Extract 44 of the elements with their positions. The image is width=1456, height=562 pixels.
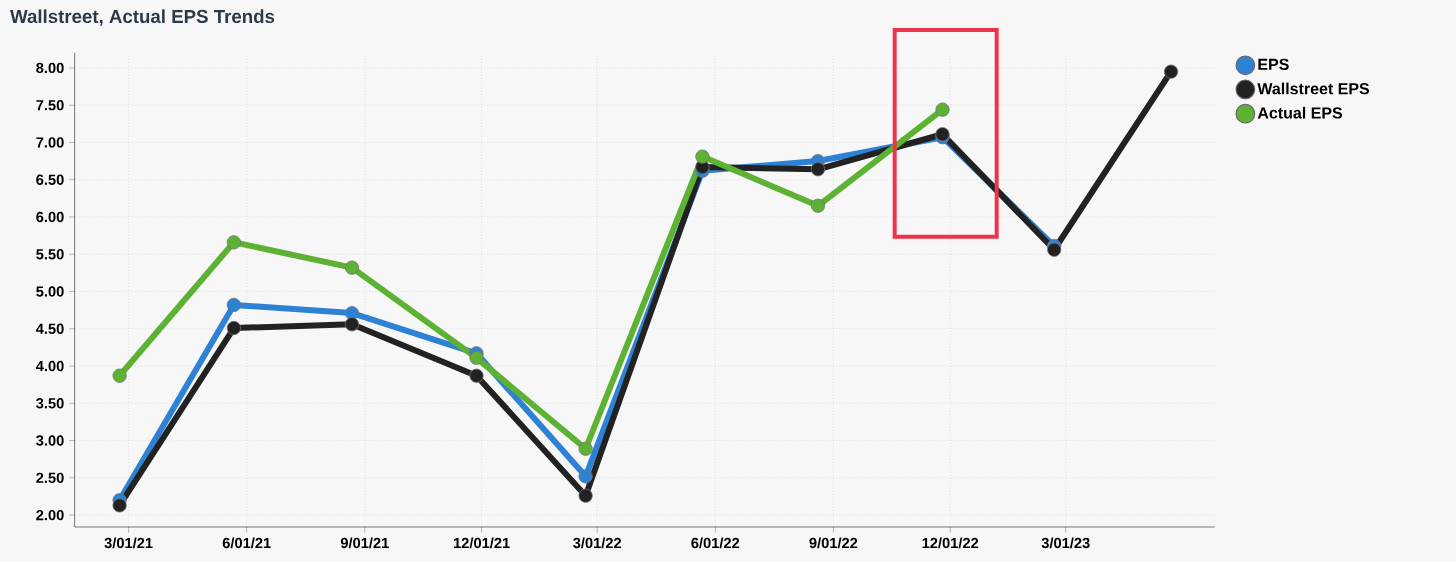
point — [1163, 64, 1179, 79]
point — [695, 149, 710, 164]
x-tick-label: 6/01/22 — [691, 537, 740, 549]
x-tick-label: 3/01/22 — [573, 537, 622, 549]
point — [344, 317, 360, 332]
y-tick-label: 5.50 — [36, 249, 64, 260]
x-tick-label: 3/01/21 — [104, 537, 153, 549]
y-tick-label: 5.00 — [36, 286, 64, 297]
point — [469, 350, 484, 365]
point — [226, 320, 241, 336]
point — [1047, 242, 1062, 257]
y-tick-label: 4.50 — [35, 323, 64, 334]
y-tick-label: 6.00 — [36, 211, 64, 223]
point — [810, 162, 826, 177]
point — [226, 235, 241, 250]
x-tick-label: 9/01/21 — [340, 537, 389, 549]
y-tick-label: 8.00 — [36, 62, 64, 74]
point — [578, 469, 593, 484]
legend-label: Actual EPS — [1257, 106, 1343, 119]
y-tick-label: 3.00 — [36, 435, 64, 446]
point — [112, 498, 127, 513]
y-tick-label: 4.00 — [35, 360, 64, 372]
x-tick-label: 3/01/23 — [1041, 537, 1090, 549]
x-tick-label: 9/01/22 — [809, 537, 858, 549]
legend-label: EPS — [1258, 58, 1289, 70]
point — [810, 198, 826, 213]
chart-title: Wallstreet, Actual EPS Trends — [10, 9, 275, 26]
y-tick-label: 2.00 — [36, 509, 64, 521]
y-tick-label: 2.50 — [36, 472, 64, 484]
x-tick-label: 12/01/21 — [454, 537, 510, 549]
x-tick-label: 12/01/22 — [922, 537, 979, 549]
legend-label: Wallstreet EPS — [1257, 82, 1370, 95]
point — [469, 368, 484, 383]
point — [226, 297, 241, 312]
y-tick-label: 6.50 — [36, 174, 64, 185]
point — [935, 102, 950, 117]
point — [344, 260, 360, 275]
y-tick-label: 7.50 — [36, 100, 64, 111]
y-tick-label: 3.50 — [36, 398, 64, 409]
x-tick-label: 6/01/21 — [222, 537, 271, 549]
point — [578, 441, 593, 456]
point — [578, 488, 593, 503]
point — [112, 368, 127, 383]
y-tick-label: 7.00 — [36, 137, 64, 148]
